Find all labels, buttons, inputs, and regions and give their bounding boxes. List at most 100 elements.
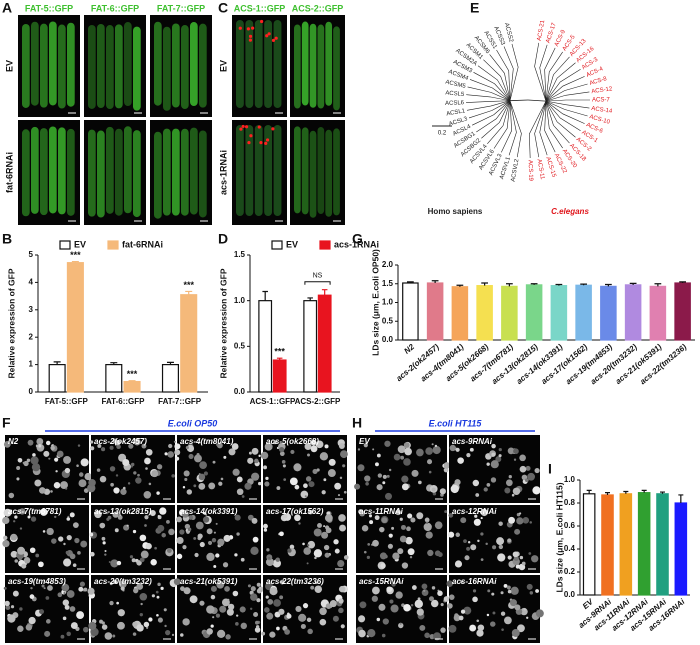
droplet [282, 464, 286, 468]
branch [539, 44, 548, 102]
droplet [23, 460, 29, 467]
droplet [339, 524, 346, 532]
droplet [156, 491, 160, 495]
branch [545, 100, 590, 109]
droplet [377, 473, 383, 478]
error-bar [53, 361, 61, 365]
droplet [298, 613, 307, 622]
droplet [89, 532, 94, 537]
droplet [46, 527, 54, 536]
droplet [236, 488, 244, 496]
droplet [182, 618, 190, 626]
droplet [449, 444, 456, 452]
droplet [19, 607, 23, 611]
droplet [189, 595, 198, 604]
leaf-label: ACS-12 [591, 86, 613, 95]
droplet [498, 454, 502, 458]
y-axis-label: Relative expression of GFP [218, 268, 228, 378]
droplet [232, 468, 240, 476]
droplet [369, 520, 374, 525]
droplet [261, 631, 266, 636]
droplet [334, 482, 342, 490]
panel-letter: C [218, 0, 228, 16]
droplet [523, 608, 527, 611]
droplet [226, 608, 234, 616]
droplet [443, 596, 450, 602]
droplet [51, 538, 57, 544]
y-tick-label: 1.5 [234, 250, 246, 259]
droplet [521, 561, 526, 566]
droplet [181, 510, 189, 518]
bar [601, 494, 614, 596]
droplet [470, 544, 477, 551]
x-tick-label: FAT-7::GFP [158, 397, 202, 406]
droplet [266, 548, 270, 552]
droplet [101, 621, 105, 625]
branch [545, 101, 563, 149]
droplet [340, 450, 348, 459]
bar [123, 380, 141, 393]
droplet [365, 481, 369, 486]
droplet [41, 584, 45, 588]
y-axis-label: LDs size (μm, E.coli OP50) [370, 249, 380, 356]
error-bar [71, 260, 79, 263]
droplet [329, 600, 337, 608]
panel-letter: B [2, 231, 12, 247]
y-tick-label: 2.0 [382, 260, 394, 269]
droplet [143, 621, 150, 628]
droplet [264, 607, 270, 613]
droplet [279, 579, 285, 585]
droplet [275, 557, 280, 562]
droplet [159, 507, 167, 515]
panel-letter: A [2, 0, 12, 16]
droplet [235, 622, 239, 626]
droplet [290, 449, 295, 455]
error-bar [185, 290, 193, 295]
droplet [431, 443, 434, 446]
worm [317, 126, 325, 214]
droplet [168, 443, 173, 449]
droplet [427, 549, 434, 557]
droplet [16, 477, 20, 481]
droplet [48, 457, 51, 460]
droplet [490, 621, 496, 627]
droplet [29, 594, 35, 599]
droplet [443, 467, 449, 473]
droplet [448, 594, 455, 600]
droplet [483, 487, 488, 492]
droplet [16, 466, 21, 471]
droplet [141, 443, 147, 449]
droplet [397, 548, 404, 555]
droplet [109, 445, 114, 450]
droplet [23, 557, 31, 564]
droplet [61, 583, 70, 592]
y-tick-label: 0.0 [234, 387, 246, 396]
error-bar [166, 361, 174, 365]
bar [637, 492, 651, 596]
worm [124, 22, 132, 107]
droplet [213, 531, 216, 534]
legend-label: EV [74, 239, 86, 249]
droplet [180, 633, 184, 637]
droplet [387, 543, 393, 549]
droplet [343, 555, 349, 560]
droplet [139, 612, 144, 617]
droplet [176, 553, 183, 560]
droplet [207, 540, 213, 545]
droplet [27, 439, 34, 446]
droplet [101, 536, 106, 541]
droplet [364, 475, 371, 482]
droplet [198, 482, 206, 490]
bar [476, 285, 493, 341]
worm [190, 22, 198, 107]
droplet [3, 508, 12, 517]
droplet [378, 603, 386, 611]
droplet [486, 613, 490, 617]
error-bar [110, 362, 118, 365]
error-bar [481, 282, 489, 286]
droplet [511, 629, 520, 637]
leaf-label: ACS-10 [589, 114, 611, 126]
worm [97, 23, 105, 108]
droplet [454, 560, 463, 568]
